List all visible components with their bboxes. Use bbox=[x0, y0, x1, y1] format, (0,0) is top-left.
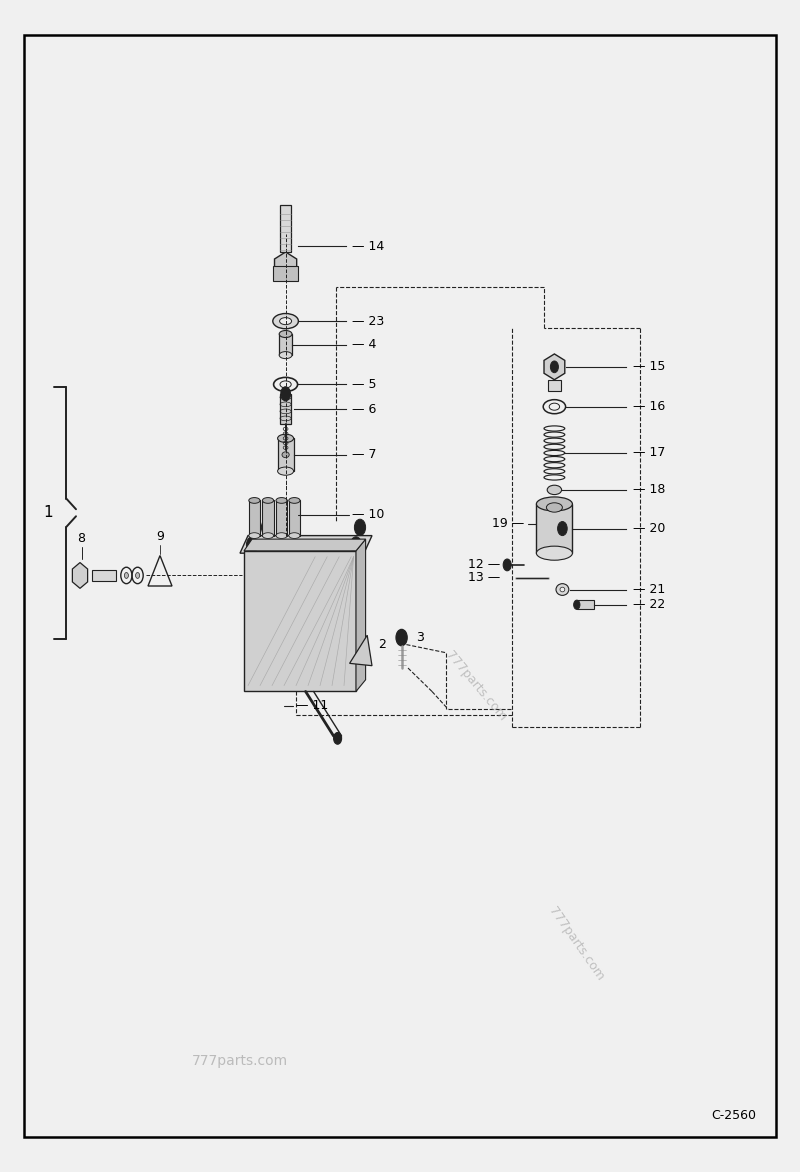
Text: 19 —: 19 — bbox=[492, 517, 525, 531]
Ellipse shape bbox=[289, 533, 300, 538]
Ellipse shape bbox=[280, 318, 291, 325]
Bar bbox=[92, 570, 116, 581]
Circle shape bbox=[350, 537, 362, 553]
Bar bbox=[244, 551, 356, 691]
Ellipse shape bbox=[546, 503, 562, 512]
Ellipse shape bbox=[249, 533, 260, 538]
Ellipse shape bbox=[536, 497, 573, 511]
Text: — 21: — 21 bbox=[633, 582, 665, 597]
Ellipse shape bbox=[547, 485, 562, 495]
Circle shape bbox=[354, 519, 366, 536]
Ellipse shape bbox=[273, 313, 298, 329]
Polygon shape bbox=[274, 252, 297, 280]
Text: 1: 1 bbox=[43, 505, 53, 520]
Ellipse shape bbox=[289, 498, 300, 503]
Bar bbox=[577, 600, 594, 609]
Circle shape bbox=[281, 387, 290, 401]
Bar bbox=[280, 394, 291, 424]
Polygon shape bbox=[244, 539, 366, 551]
Bar bbox=[276, 500, 287, 536]
Text: C-2560: C-2560 bbox=[711, 1109, 756, 1122]
Text: 12 —: 12 — bbox=[468, 558, 500, 572]
Text: — 16: — 16 bbox=[633, 400, 665, 414]
Ellipse shape bbox=[556, 584, 569, 595]
Text: 13 —: 13 — bbox=[468, 571, 500, 585]
Bar bbox=[289, 500, 300, 536]
Ellipse shape bbox=[249, 498, 260, 503]
Bar bbox=[548, 380, 561, 391]
Text: 9: 9 bbox=[156, 530, 164, 543]
Text: — 23: — 23 bbox=[352, 314, 384, 328]
Ellipse shape bbox=[125, 573, 128, 579]
Text: — 17: — 17 bbox=[633, 447, 665, 459]
Ellipse shape bbox=[536, 546, 573, 560]
Text: — 18: — 18 bbox=[633, 483, 665, 497]
Ellipse shape bbox=[135, 573, 140, 579]
Polygon shape bbox=[350, 635, 372, 666]
Text: — 6: — 6 bbox=[352, 402, 376, 416]
Circle shape bbox=[334, 732, 342, 744]
Circle shape bbox=[558, 522, 567, 536]
Ellipse shape bbox=[276, 533, 287, 538]
Text: — 22: — 22 bbox=[633, 598, 665, 612]
Text: — 14: — 14 bbox=[352, 239, 384, 253]
Bar bbox=[280, 205, 291, 252]
Text: — 10: — 10 bbox=[352, 507, 384, 522]
Polygon shape bbox=[240, 536, 372, 553]
Text: — 11: — 11 bbox=[296, 699, 328, 713]
Polygon shape bbox=[544, 354, 565, 380]
Circle shape bbox=[574, 600, 580, 609]
Circle shape bbox=[396, 629, 407, 646]
Bar bbox=[279, 334, 292, 355]
Text: 777parts.com: 777parts.com bbox=[546, 904, 606, 983]
Ellipse shape bbox=[282, 452, 290, 458]
Circle shape bbox=[550, 361, 558, 373]
Polygon shape bbox=[72, 563, 88, 588]
Ellipse shape bbox=[278, 466, 294, 476]
Circle shape bbox=[250, 519, 262, 536]
Bar bbox=[273, 266, 298, 281]
Text: 8: 8 bbox=[78, 532, 86, 545]
Bar bbox=[249, 500, 260, 536]
Text: — 4: — 4 bbox=[352, 338, 376, 352]
Text: — 15: — 15 bbox=[633, 360, 665, 374]
Ellipse shape bbox=[262, 498, 274, 503]
Text: — 5: — 5 bbox=[352, 377, 377, 391]
Text: — 20: — 20 bbox=[633, 522, 665, 536]
Text: 777parts.com: 777parts.com bbox=[192, 1054, 288, 1068]
Ellipse shape bbox=[279, 331, 292, 338]
Ellipse shape bbox=[279, 352, 292, 359]
Circle shape bbox=[246, 537, 258, 553]
Circle shape bbox=[503, 559, 511, 571]
Text: 3: 3 bbox=[416, 631, 424, 645]
Bar bbox=[278, 438, 294, 471]
Ellipse shape bbox=[560, 587, 565, 592]
Bar bbox=[536, 504, 573, 553]
Text: — 7: — 7 bbox=[352, 448, 377, 462]
Ellipse shape bbox=[262, 533, 274, 538]
Text: 777parts.com: 777parts.com bbox=[443, 648, 509, 723]
Ellipse shape bbox=[276, 498, 287, 503]
Text: 2: 2 bbox=[378, 638, 386, 652]
Bar bbox=[262, 500, 274, 536]
Ellipse shape bbox=[278, 434, 294, 442]
Polygon shape bbox=[356, 539, 366, 691]
